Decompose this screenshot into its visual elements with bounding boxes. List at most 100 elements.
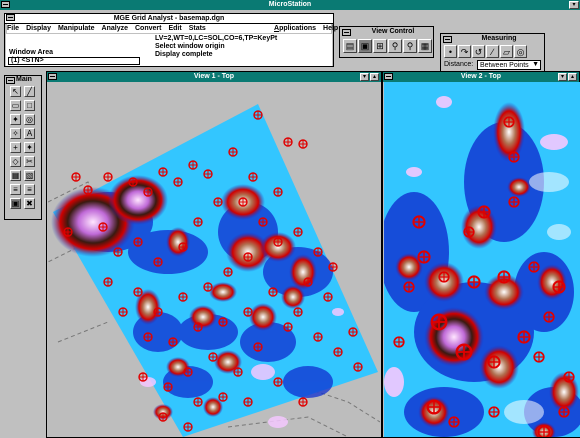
view1-well-marker — [158, 167, 168, 177]
command-label: Window Area — [9, 49, 54, 56]
view2-well-marker — [448, 416, 460, 428]
view2-well-marker — [497, 270, 511, 284]
main-tool-18[interactable]: ✖ — [24, 198, 35, 209]
view2-well-marker — [517, 330, 531, 344]
update-view-icon[interactable]: ▤ — [343, 39, 357, 53]
grid-analyst-system-menu[interactable] — [6, 14, 15, 21]
measure-area-icon[interactable]: ▱ — [500, 45, 513, 58]
view1-well-marker — [243, 252, 253, 262]
view1-maximize-button[interactable]: ▴ — [370, 73, 379, 81]
menu-convert[interactable]: Convert — [135, 25, 162, 32]
view1-well-marker — [328, 262, 338, 272]
measuring-system-menu[interactable] — [443, 36, 452, 43]
measure-distance-icon[interactable]: • — [444, 45, 457, 58]
view1-system-menu[interactable] — [48, 73, 57, 80]
view1-well-marker — [283, 322, 293, 332]
main-tool-14[interactable]: ▧ — [24, 170, 35, 181]
fit-view-icon[interactable]: ⊞ — [373, 39, 387, 53]
menu-help[interactable]: Help — [323, 25, 339, 32]
main-tool-13[interactable]: ▦ — [10, 170, 21, 181]
main-tool-16[interactable]: ≡ — [24, 184, 35, 195]
menu-edit[interactable]: Edit — [168, 25, 182, 32]
view1-well-marker — [283, 137, 293, 147]
menu-applications[interactable]: Applications — [274, 25, 317, 32]
main-tool-3[interactable]: ▭ — [10, 100, 21, 111]
distance-select-value: Between Points — [480, 62, 529, 69]
main-palette: Main ↖ ╱ ▭ □ ✦ ◎ ✧ A + ✦ ◇ ✂ ▦ ▧ ≡ ≡ ▣ ✖ — [4, 75, 42, 220]
view2-system-menu[interactable] — [384, 73, 393, 80]
view-previous-icon[interactable]: ▦ — [418, 39, 432, 53]
window-area-icon[interactable]: ▣ — [358, 39, 372, 53]
distance-select[interactable]: Between Points ▼ — [477, 60, 541, 70]
view1-well-marker — [188, 160, 198, 170]
view2-window: View 2 - Top ▾ ▴ — [382, 71, 580, 438]
menu-display[interactable]: Display — [26, 25, 51, 32]
view1-canvas[interactable] — [48, 82, 380, 437]
view1-title: View 1 - Top — [193, 73, 235, 80]
main-palette-title: Main — [16, 76, 32, 83]
menu-file[interactable]: File — [7, 25, 20, 32]
view1-well-marker — [233, 367, 243, 377]
main-tool-7[interactable]: ✧ — [10, 128, 21, 139]
main-tool-9[interactable]: + — [10, 142, 21, 153]
menu-stats[interactable]: Stats — [188, 25, 206, 32]
measure-length-icon[interactable]: ∕ — [486, 45, 499, 58]
view2-well-marker — [477, 205, 491, 219]
measuring-title: Measuring — [481, 35, 517, 42]
menu-analyze[interactable]: Analyze — [101, 25, 128, 32]
main-tool-5[interactable]: ✦ — [10, 114, 21, 125]
main-tool-4[interactable]: □ — [24, 100, 35, 111]
view1-well-marker — [293, 307, 303, 317]
view1-well-marker — [193, 322, 203, 332]
menu-manipulate[interactable]: Manipulate — [57, 25, 95, 32]
chevron-down-icon: ▼ — [532, 61, 539, 68]
main-tool-10[interactable]: ✦ — [24, 142, 35, 153]
zoom-out-icon[interactable]: ⚲ — [403, 39, 417, 53]
view1-well-marker — [193, 217, 203, 227]
view1-well-marker — [253, 342, 263, 352]
view2-titlebar: View 2 - Top — [383, 72, 579, 82]
view2-map — [384, 96, 580, 437]
main-tool-2[interactable]: ╱ — [24, 86, 35, 97]
distance-label: Distance: — [444, 61, 474, 68]
main-palette-system-menu[interactable] — [6, 77, 15, 84]
main-tool-15[interactable]: ≡ — [10, 184, 21, 195]
view2-minimize-button[interactable]: ▾ — [558, 73, 567, 81]
view1-well-marker — [113, 247, 123, 257]
view1-well-marker — [83, 185, 93, 195]
view1-well-marker — [203, 169, 213, 179]
main-tool-6[interactable]: ◎ — [24, 114, 35, 125]
view-control-system-menu[interactable] — [342, 29, 351, 36]
measure-volume-icon[interactable]: ◎ — [514, 45, 527, 58]
hotspots — [51, 175, 317, 420]
view1-minimize-button[interactable]: ▾ — [360, 73, 369, 81]
view2-canvas[interactable] — [384, 82, 580, 437]
main-tool-8[interactable]: A — [24, 128, 35, 139]
view1-well-marker — [333, 347, 343, 357]
view2-well-marker — [487, 355, 501, 369]
measure-radius-icon[interactable]: ↷ — [458, 45, 471, 58]
zoom-in-icon[interactable]: ⚲ — [388, 39, 402, 53]
view1-well-marker — [98, 222, 108, 232]
view2-title: View 2 - Top — [460, 73, 502, 80]
main-tool-1[interactable]: ↖ — [10, 86, 21, 97]
app-restore-button[interactable]: ▾ — [569, 1, 579, 9]
main-tool-11[interactable]: ◇ — [10, 156, 21, 167]
main-tool-12[interactable]: ✂ — [24, 156, 35, 167]
view2-well-marker — [467, 275, 481, 289]
main-tool-17[interactable]: ▣ — [10, 198, 21, 209]
view1-well-marker — [303, 277, 313, 287]
key-in-field[interactable]: (1) <STN> — [8, 57, 140, 65]
app-titlebar: MicroStation — [0, 0, 580, 10]
app-system-menu[interactable] — [1, 1, 10, 8]
view1-well-marker — [193, 397, 203, 407]
grid-analyst-titlebar: MGE Grid Analyst - basemap.dgn — [5, 14, 333, 24]
view1-well-marker — [163, 382, 173, 392]
view1-well-marker — [243, 397, 253, 407]
grid-analyst-title: MGE Grid Analyst - basemap.dgn — [113, 15, 225, 22]
measure-angle-icon[interactable]: ↺ — [472, 45, 485, 58]
view2-well-marker — [488, 406, 500, 418]
view1-well-marker — [253, 110, 263, 120]
view2-maximize-button[interactable]: ▴ — [568, 73, 577, 81]
view1-well-marker — [228, 147, 238, 157]
